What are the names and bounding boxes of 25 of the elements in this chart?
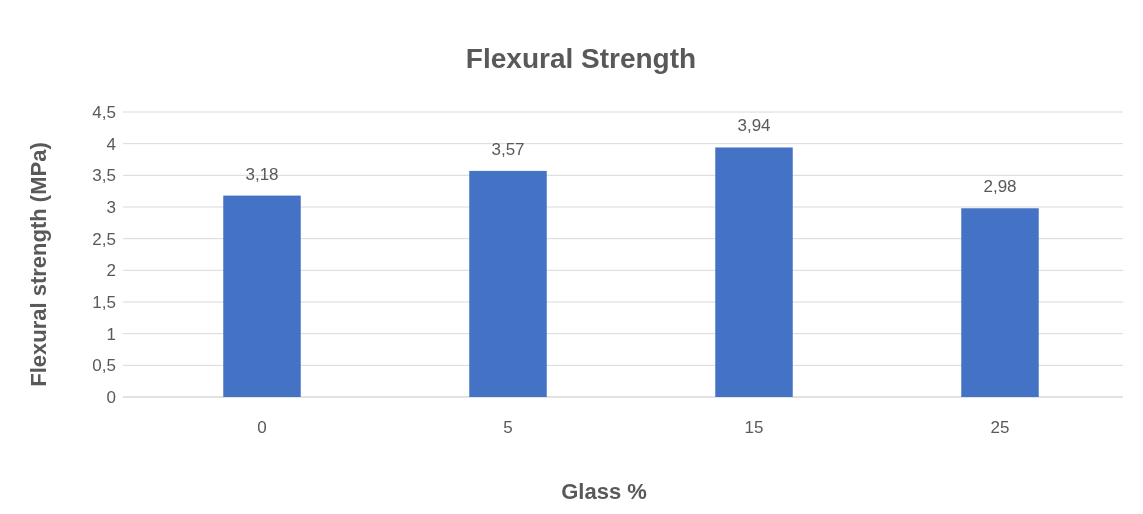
y-tick-label: 4 xyxy=(106,134,116,154)
y-tick-label: 3,5 xyxy=(92,166,116,186)
x-tick-label: 5 xyxy=(503,418,513,437)
bar xyxy=(961,208,1039,397)
chart-title: Flexural Strength xyxy=(465,43,697,74)
x-tick-label: 0 xyxy=(257,418,267,437)
y-tick-label: 0 xyxy=(106,387,116,407)
bar xyxy=(469,170,547,397)
bar xyxy=(223,195,301,397)
y-tick-label: 0,5 xyxy=(92,356,116,376)
y-tick-label: 4,5 xyxy=(92,102,116,122)
y-tick-label: 1,5 xyxy=(92,292,116,312)
bar xyxy=(715,147,793,397)
x-tick-label: 25 xyxy=(990,418,1010,437)
x-tick-label: 15 xyxy=(744,418,764,437)
data-label: 3,57 xyxy=(491,139,525,159)
y-tick-label: 2 xyxy=(106,261,116,281)
x-axis-title: Glass % xyxy=(561,479,647,504)
data-label: 3,18 xyxy=(245,164,279,184)
y-tick-label: 1 xyxy=(106,324,116,344)
y-tick-label: 3 xyxy=(106,197,116,217)
data-label: 3,94 xyxy=(737,116,771,136)
y-axis-title: Flexural strength (MPa) xyxy=(26,142,51,387)
data-label: 2,98 xyxy=(983,177,1017,197)
y-tick-label: 2,5 xyxy=(92,229,116,249)
